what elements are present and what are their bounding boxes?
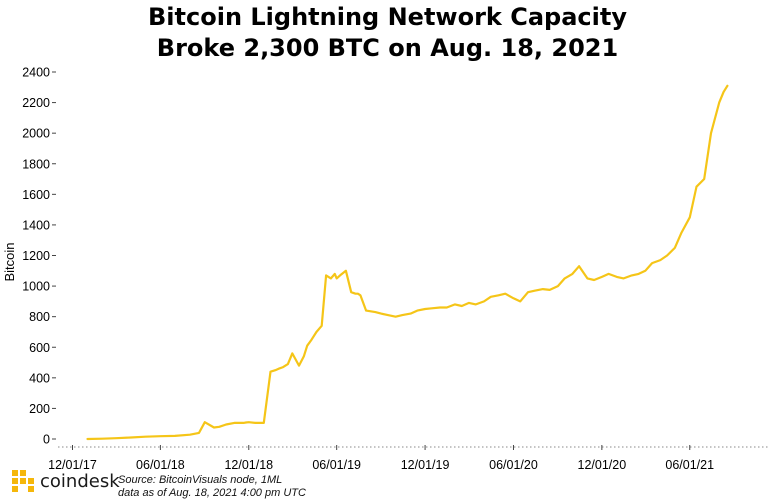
chart-title-line1: Bitcoin Lightning Network Capacity [148, 3, 627, 31]
source-note: Source: BitcoinVisuals node, 1ML data as… [118, 474, 306, 500]
y-tick-label: 1400 [22, 218, 50, 232]
y-tick-label: 200 [29, 402, 50, 416]
x-tick-label: 12/01/19 [401, 458, 450, 472]
y-tick-label: 1200 [22, 249, 50, 263]
x-tick-label: 12/01/20 [578, 458, 627, 472]
x-tick-label: 06/01/19 [312, 458, 361, 472]
x-axis: 12/01/17 06/01/18 12/01/18 06/01/19 12/01/19… [48, 445, 768, 472]
x-tick-label: 12/01/18 [224, 458, 273, 472]
x-tick-label: 12/01/17 [48, 458, 97, 472]
chart-title-line2: Broke 2,300 BTC on Aug. 18, 2021 [156, 34, 619, 62]
y-tick-label: 2200 [22, 96, 50, 110]
y-axis: 0 200 400 600 800 1000 1200 1400 1600 1800 2000 220… [22, 66, 56, 447]
brand-logo: coindesk [12, 470, 120, 492]
x-tick-label: 06/01/18 [136, 458, 185, 472]
brand-name: coindesk [40, 470, 120, 492]
x-tick-label: 06/01/20 [489, 458, 538, 472]
y-tick-label: 400 [29, 371, 50, 385]
y-tick-label: 1600 [22, 188, 50, 202]
y-tick-label: 1000 [22, 280, 50, 294]
chart-title: Bitcoin Lightning Network Capacity Broke… [0, 2, 775, 64]
y-tick-label: 2400 [22, 66, 50, 80]
y-tick-label: 0 [43, 433, 50, 447]
series-line-capacity [86, 84, 729, 441]
y-tick-label: 800 [29, 310, 50, 324]
y-tick-label: 1800 [22, 157, 50, 171]
y-tick-label: 600 [29, 341, 50, 355]
asof-text: data as of Aug. 18, 2021 4:00 pm UTC [118, 487, 306, 499]
coindesk-logo-icon [12, 470, 34, 492]
y-axis-label: Bitcoin [2, 242, 17, 281]
y-tick-label: 2000 [22, 127, 50, 141]
source-text: Source: BitcoinVisuals node, 1ML [118, 474, 283, 486]
x-tick-label: 06/01/21 [665, 458, 714, 472]
